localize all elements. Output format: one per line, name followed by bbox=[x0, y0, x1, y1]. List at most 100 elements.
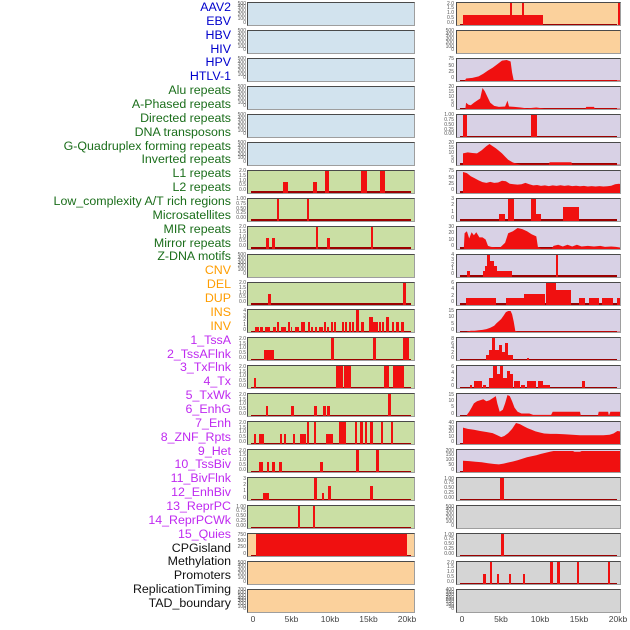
y-tick-label: 0 bbox=[243, 578, 246, 585]
y-tick-label: 10 bbox=[448, 236, 454, 243]
data-bar bbox=[526, 357, 530, 361]
track-panel bbox=[456, 169, 621, 194]
data-bar bbox=[283, 182, 288, 193]
y-tick-label: 200 bbox=[445, 596, 454, 603]
data-bar bbox=[463, 14, 544, 25]
data-bar bbox=[582, 381, 585, 389]
track-label: L2 repeats bbox=[172, 180, 231, 195]
y-tick-label: 0.0 bbox=[447, 578, 454, 585]
y-tick-label: 0.0 bbox=[239, 243, 246, 250]
y-tick-label: 2.0 bbox=[239, 447, 246, 454]
data-bar bbox=[310, 327, 313, 333]
y-tick-label: 5 bbox=[451, 320, 454, 327]
y-tick-label: 3 bbox=[451, 196, 454, 203]
y-tick-label: 400 bbox=[237, 116, 246, 123]
y-tick-label: 500 bbox=[237, 56, 246, 63]
track-panel bbox=[247, 505, 415, 530]
data-bar bbox=[618, 3, 620, 25]
data-bar bbox=[279, 461, 282, 473]
track-panel bbox=[456, 365, 621, 390]
track-panel bbox=[247, 561, 415, 585]
track-panel bbox=[247, 309, 415, 334]
track-panel bbox=[247, 197, 415, 222]
y-tick-label: 500 bbox=[237, 84, 246, 91]
baseline bbox=[460, 554, 617, 557]
y-tick-label: 10 bbox=[448, 398, 454, 405]
area-plot bbox=[463, 227, 620, 249]
y-tick-label: 150 bbox=[445, 452, 454, 459]
data-bar bbox=[273, 327, 276, 333]
y-tick-label: 100 bbox=[237, 99, 246, 106]
track-label: INS bbox=[210, 304, 231, 319]
baseline bbox=[460, 275, 617, 277]
y-tick-label: 2 bbox=[243, 481, 246, 488]
y-tick-label: 500 bbox=[237, 592, 246, 599]
track-label: ReplicationTiming bbox=[132, 582, 231, 597]
data-bar bbox=[348, 321, 351, 333]
data-bar bbox=[496, 374, 500, 389]
y-tick-label: 2 bbox=[451, 202, 454, 209]
y-tick-label: 2.0 bbox=[239, 224, 246, 231]
data-bar bbox=[545, 282, 556, 305]
data-bar bbox=[355, 310, 359, 333]
data-bar bbox=[483, 573, 486, 584]
y-tick-label: 0.5 bbox=[239, 378, 246, 385]
track-label: 4_Tx bbox=[203, 374, 231, 389]
y-tick-label: 0 bbox=[451, 354, 454, 361]
y-tick-label: 1 bbox=[451, 208, 454, 215]
y-tick-label: 4 bbox=[451, 286, 454, 293]
data-bar bbox=[490, 260, 495, 277]
data-bar bbox=[520, 384, 526, 389]
track-label: Promoters bbox=[173, 568, 231, 583]
y-tick-label: 0.5 bbox=[239, 182, 246, 189]
track-label: Directed repeats bbox=[140, 110, 231, 125]
data-bar bbox=[509, 3, 512, 25]
track-label: HPV bbox=[205, 55, 231, 70]
y-tick-label: 0.00 bbox=[444, 494, 454, 501]
track-panel bbox=[247, 533, 415, 558]
data-bar bbox=[300, 433, 307, 445]
y-tick-label: 0.0 bbox=[239, 354, 246, 361]
track-panel bbox=[456, 141, 621, 166]
y-tick-label: 1.5 bbox=[239, 452, 246, 459]
y-tick-label: 0.50 bbox=[236, 513, 246, 520]
track-panel bbox=[456, 29, 621, 54]
y-tick-label: 100 bbox=[237, 155, 246, 162]
track-label: G-Quadruplex forming repeats bbox=[63, 138, 231, 153]
area-plot bbox=[466, 311, 620, 333]
data-bar bbox=[557, 562, 560, 584]
y-tick-label: 25 bbox=[448, 180, 454, 187]
y-tick-label: 3 bbox=[243, 312, 246, 319]
track-panel bbox=[456, 253, 621, 278]
y-tick-label: 10 bbox=[448, 314, 454, 321]
track-label: 6_EnhG bbox=[185, 401, 231, 416]
data-bar bbox=[402, 338, 409, 361]
y-tick-label: 1.00 bbox=[444, 531, 454, 538]
y-tick-label: 1 bbox=[243, 488, 246, 495]
track-panel bbox=[247, 337, 415, 362]
y-tick-label: 20 bbox=[448, 140, 454, 147]
y-tick-label: 100 bbox=[445, 601, 454, 608]
y-tick-label: 200 bbox=[445, 515, 454, 521]
data-bar bbox=[373, 321, 378, 333]
y-tick-label: 0 bbox=[451, 410, 454, 417]
baseline bbox=[460, 135, 617, 137]
track-panel bbox=[247, 2, 415, 26]
y-tick-label: 2 bbox=[451, 376, 454, 383]
data-bar bbox=[307, 321, 311, 333]
data-bar bbox=[307, 422, 310, 445]
y-tick-label: 2 bbox=[451, 261, 454, 268]
y-tick-label: 10 bbox=[448, 149, 454, 156]
y-tick-label: 0 bbox=[451, 438, 454, 445]
y-tick-label: 500 bbox=[445, 503, 454, 510]
y-tick-label: 350 bbox=[445, 589, 454, 596]
data-bar bbox=[502, 377, 507, 389]
area-plot bbox=[463, 451, 620, 473]
y-tick-label: 700 bbox=[237, 587, 246, 594]
track-label: HIV bbox=[210, 41, 231, 56]
data-bar bbox=[259, 433, 264, 445]
y-tick-label: 1.5 bbox=[447, 5, 454, 12]
track-panel bbox=[456, 588, 621, 613]
y-tick-label: 0.75 bbox=[444, 117, 454, 124]
data-bar bbox=[526, 381, 536, 389]
